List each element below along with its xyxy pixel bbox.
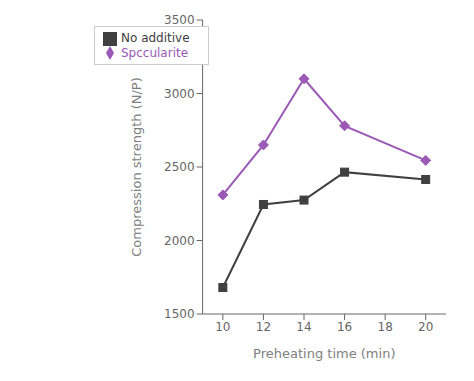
- svg-text:16: 16: [337, 320, 352, 334]
- html-text:Spccularite: Spccularite: [121, 45, 189, 60]
- svg-text:Preheating time (min): Preheating time (min): [253, 346, 395, 361]
- svg-text:3000: 3000: [164, 87, 195, 101]
- svg-text:20: 20: [418, 320, 433, 334]
- html-text:No additive: No additive: [121, 31, 190, 45]
- svg-text:12: 12: [256, 320, 271, 334]
- svg-text:3500: 3500: [164, 13, 195, 27]
- svg-text:2500: 2500: [164, 160, 195, 174]
- svg-text:Compression strength (N/P): Compression strength (N/P): [129, 77, 144, 256]
- svg-text:14: 14: [296, 320, 311, 334]
- svg-text:10: 10: [215, 320, 230, 334]
- svg-text:2000: 2000: [164, 234, 195, 248]
- svg-text:1500: 1500: [164, 307, 195, 321]
- svg-text:18: 18: [378, 320, 393, 334]
